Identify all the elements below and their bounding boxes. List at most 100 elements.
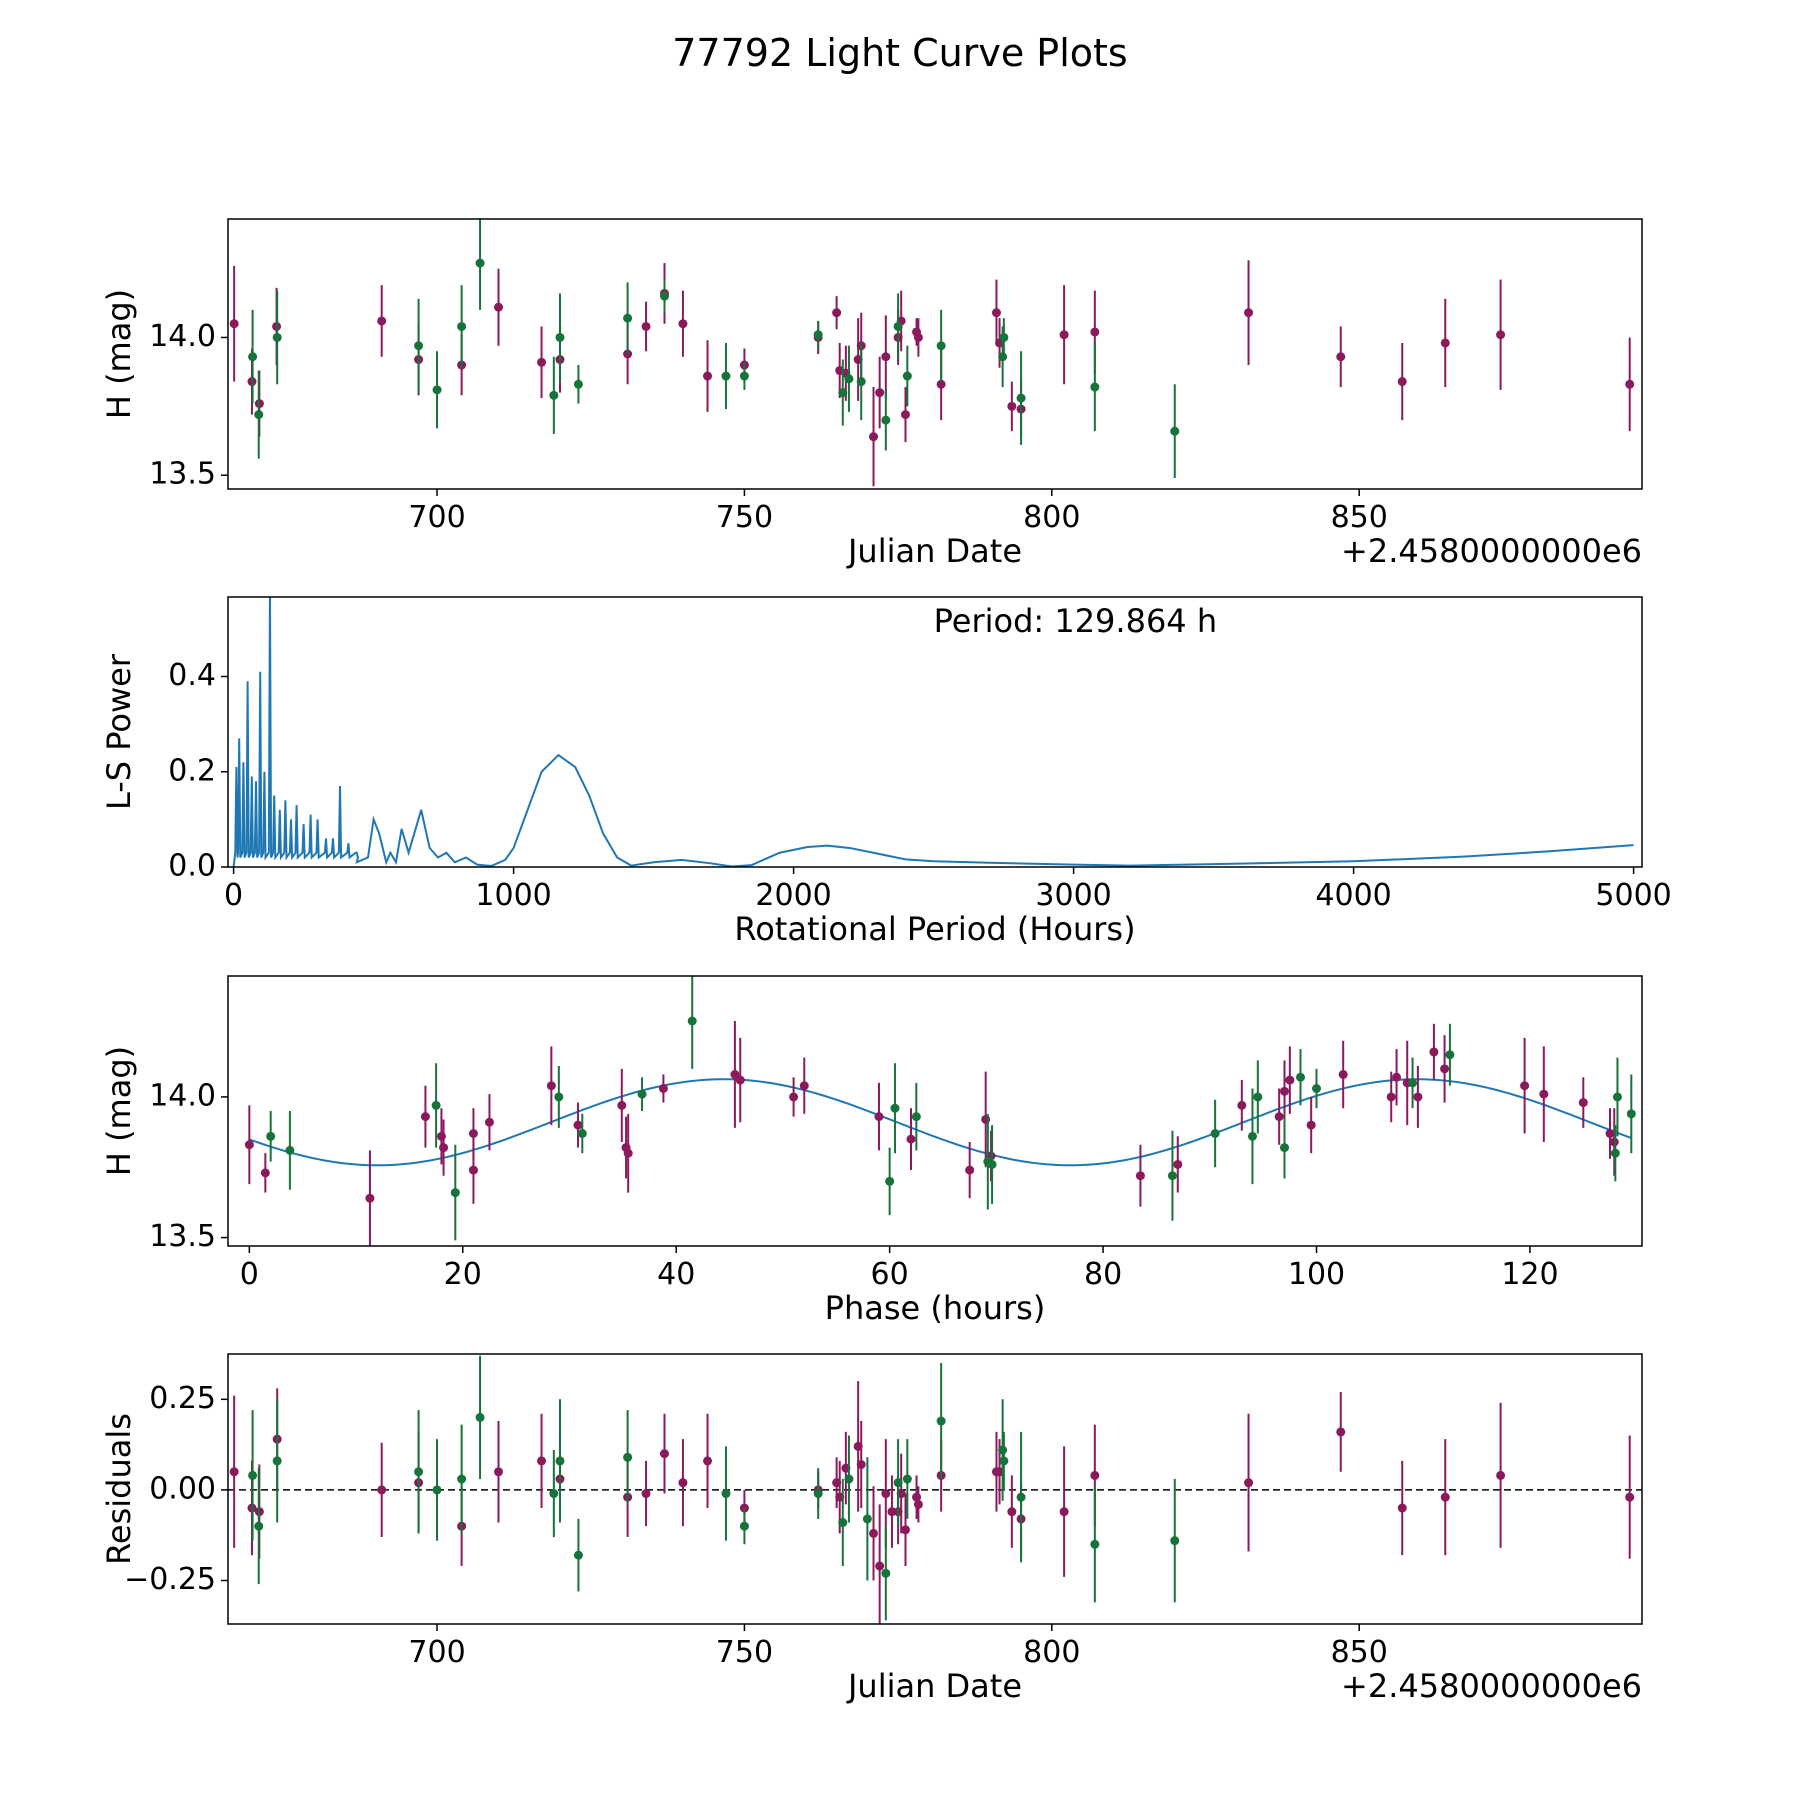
data-point: [721, 371, 731, 381]
data-point: [832, 308, 842, 318]
x-tick-label: 120: [1501, 1257, 1558, 1292]
data-point: [285, 1145, 295, 1155]
x-tick-label: 100: [1288, 1257, 1345, 1292]
data-point: [1306, 1120, 1316, 1130]
data-point: [658, 1084, 668, 1093]
data-point: [1397, 1503, 1407, 1513]
y-axis-label: Residuals: [100, 1413, 138, 1565]
residuals-panel: 700 750 800 850 −0.25 0.00 0.25 Julian Date Resi…: [100, 1353, 1643, 1705]
data-point: [875, 1561, 885, 1571]
data-point: [1397, 377, 1407, 387]
y-tick-label: 0.4: [168, 658, 216, 693]
data-point: [998, 1445, 1008, 1455]
x-axis-label: Rotational Period (Hours): [734, 910, 1135, 948]
data-point: [420, 1112, 430, 1122]
x-axis-label: Julian Date: [846, 532, 1022, 570]
data-point: [1386, 1092, 1396, 1102]
data-point: [869, 432, 879, 442]
data-point: [1336, 352, 1346, 362]
axes-frame: [227, 1353, 1643, 1625]
data-point: [1626, 1109, 1636, 1119]
period-annotation: Period: 129.864 h: [934, 602, 1218, 640]
data-point: [900, 1525, 910, 1535]
data-point: [468, 1129, 478, 1138]
data-point: [377, 316, 387, 326]
data-point: [678, 1478, 688, 1488]
data-point: [641, 321, 651, 331]
data-point: [573, 1120, 583, 1130]
data-point: [890, 1103, 900, 1113]
x-tick-label: 700: [408, 500, 465, 535]
data-point: [1520, 1081, 1530, 1091]
data-point: [1338, 1069, 1348, 1079]
data-point: [414, 1467, 424, 1477]
data-point: [659, 291, 669, 301]
x-tick-label: 700: [408, 1635, 465, 1670]
x-tick-label: 800: [1023, 1635, 1080, 1670]
data-point: [721, 1489, 731, 1499]
data-point: [1210, 1129, 1220, 1138]
data-point: [1312, 1084, 1322, 1093]
x-tick-label: 800: [1023, 500, 1080, 535]
data-point: [475, 258, 485, 268]
data-point: [739, 1521, 749, 1531]
data-point: [1625, 379, 1635, 389]
data-point: [687, 1016, 697, 1026]
data-point: [1445, 1050, 1455, 1060]
data-point: [1244, 308, 1254, 318]
data-point: [1408, 1078, 1418, 1088]
data-point: [1285, 1075, 1295, 1085]
data-point: [617, 1100, 627, 1110]
x-offset-label: +2.4580000000e6: [1341, 532, 1642, 570]
data-point: [911, 1112, 921, 1122]
data-point: [436, 1131, 446, 1141]
data-point: [1392, 1072, 1402, 1082]
data-point: [439, 1143, 449, 1153]
figure-title: 77792 Light Curve Plots: [672, 31, 1127, 75]
data-point: [936, 379, 946, 389]
data-point: [881, 1568, 891, 1578]
x-tick-label: 750: [716, 500, 773, 535]
data-point: [623, 1452, 633, 1462]
data-point: [1059, 1507, 1069, 1517]
y-axis-label: H (mag): [100, 289, 138, 419]
data-point: [1539, 1089, 1549, 1099]
data-point: [248, 1470, 258, 1480]
data-point: [1090, 1470, 1100, 1480]
series-band_2: [248, 1355, 1180, 1621]
data-point: [900, 410, 910, 420]
data-point: [703, 371, 713, 381]
data-point: [936, 341, 946, 351]
series-band_1: [229, 1381, 1635, 1624]
y-axis-label: H (mag): [100, 1046, 138, 1176]
data-point: [1496, 1470, 1506, 1480]
plot-area: [244, 976, 1636, 1246]
x-tick-label: 0: [240, 1257, 259, 1292]
data-point: [991, 308, 1001, 318]
data-point: [659, 1449, 669, 1459]
plot-area: [228, 1355, 1642, 1624]
data-point: [1090, 327, 1100, 337]
data-point: [869, 1528, 879, 1538]
data-point: [1440, 1492, 1450, 1502]
data-point: [893, 1478, 903, 1488]
x-tick-label: 0: [224, 878, 243, 913]
data-point: [881, 1489, 891, 1499]
data-point: [856, 1460, 866, 1470]
data-point: [1429, 1047, 1439, 1057]
data-point: [244, 1140, 254, 1150]
data-point: [1170, 426, 1180, 436]
data-point: [813, 330, 823, 340]
data-point: [254, 1521, 264, 1531]
data-point: [998, 352, 1008, 362]
y-tick-label: 14.0: [149, 319, 216, 354]
x-tick-label: 750: [716, 1635, 773, 1670]
y-tick-label: 13.5: [149, 457, 216, 492]
x-tick-label: 20: [444, 1257, 482, 1292]
data-point: [913, 332, 923, 342]
data-point: [913, 1499, 923, 1509]
data-point: [365, 1193, 375, 1203]
data-point: [893, 321, 903, 331]
data-point: [844, 1474, 854, 1484]
